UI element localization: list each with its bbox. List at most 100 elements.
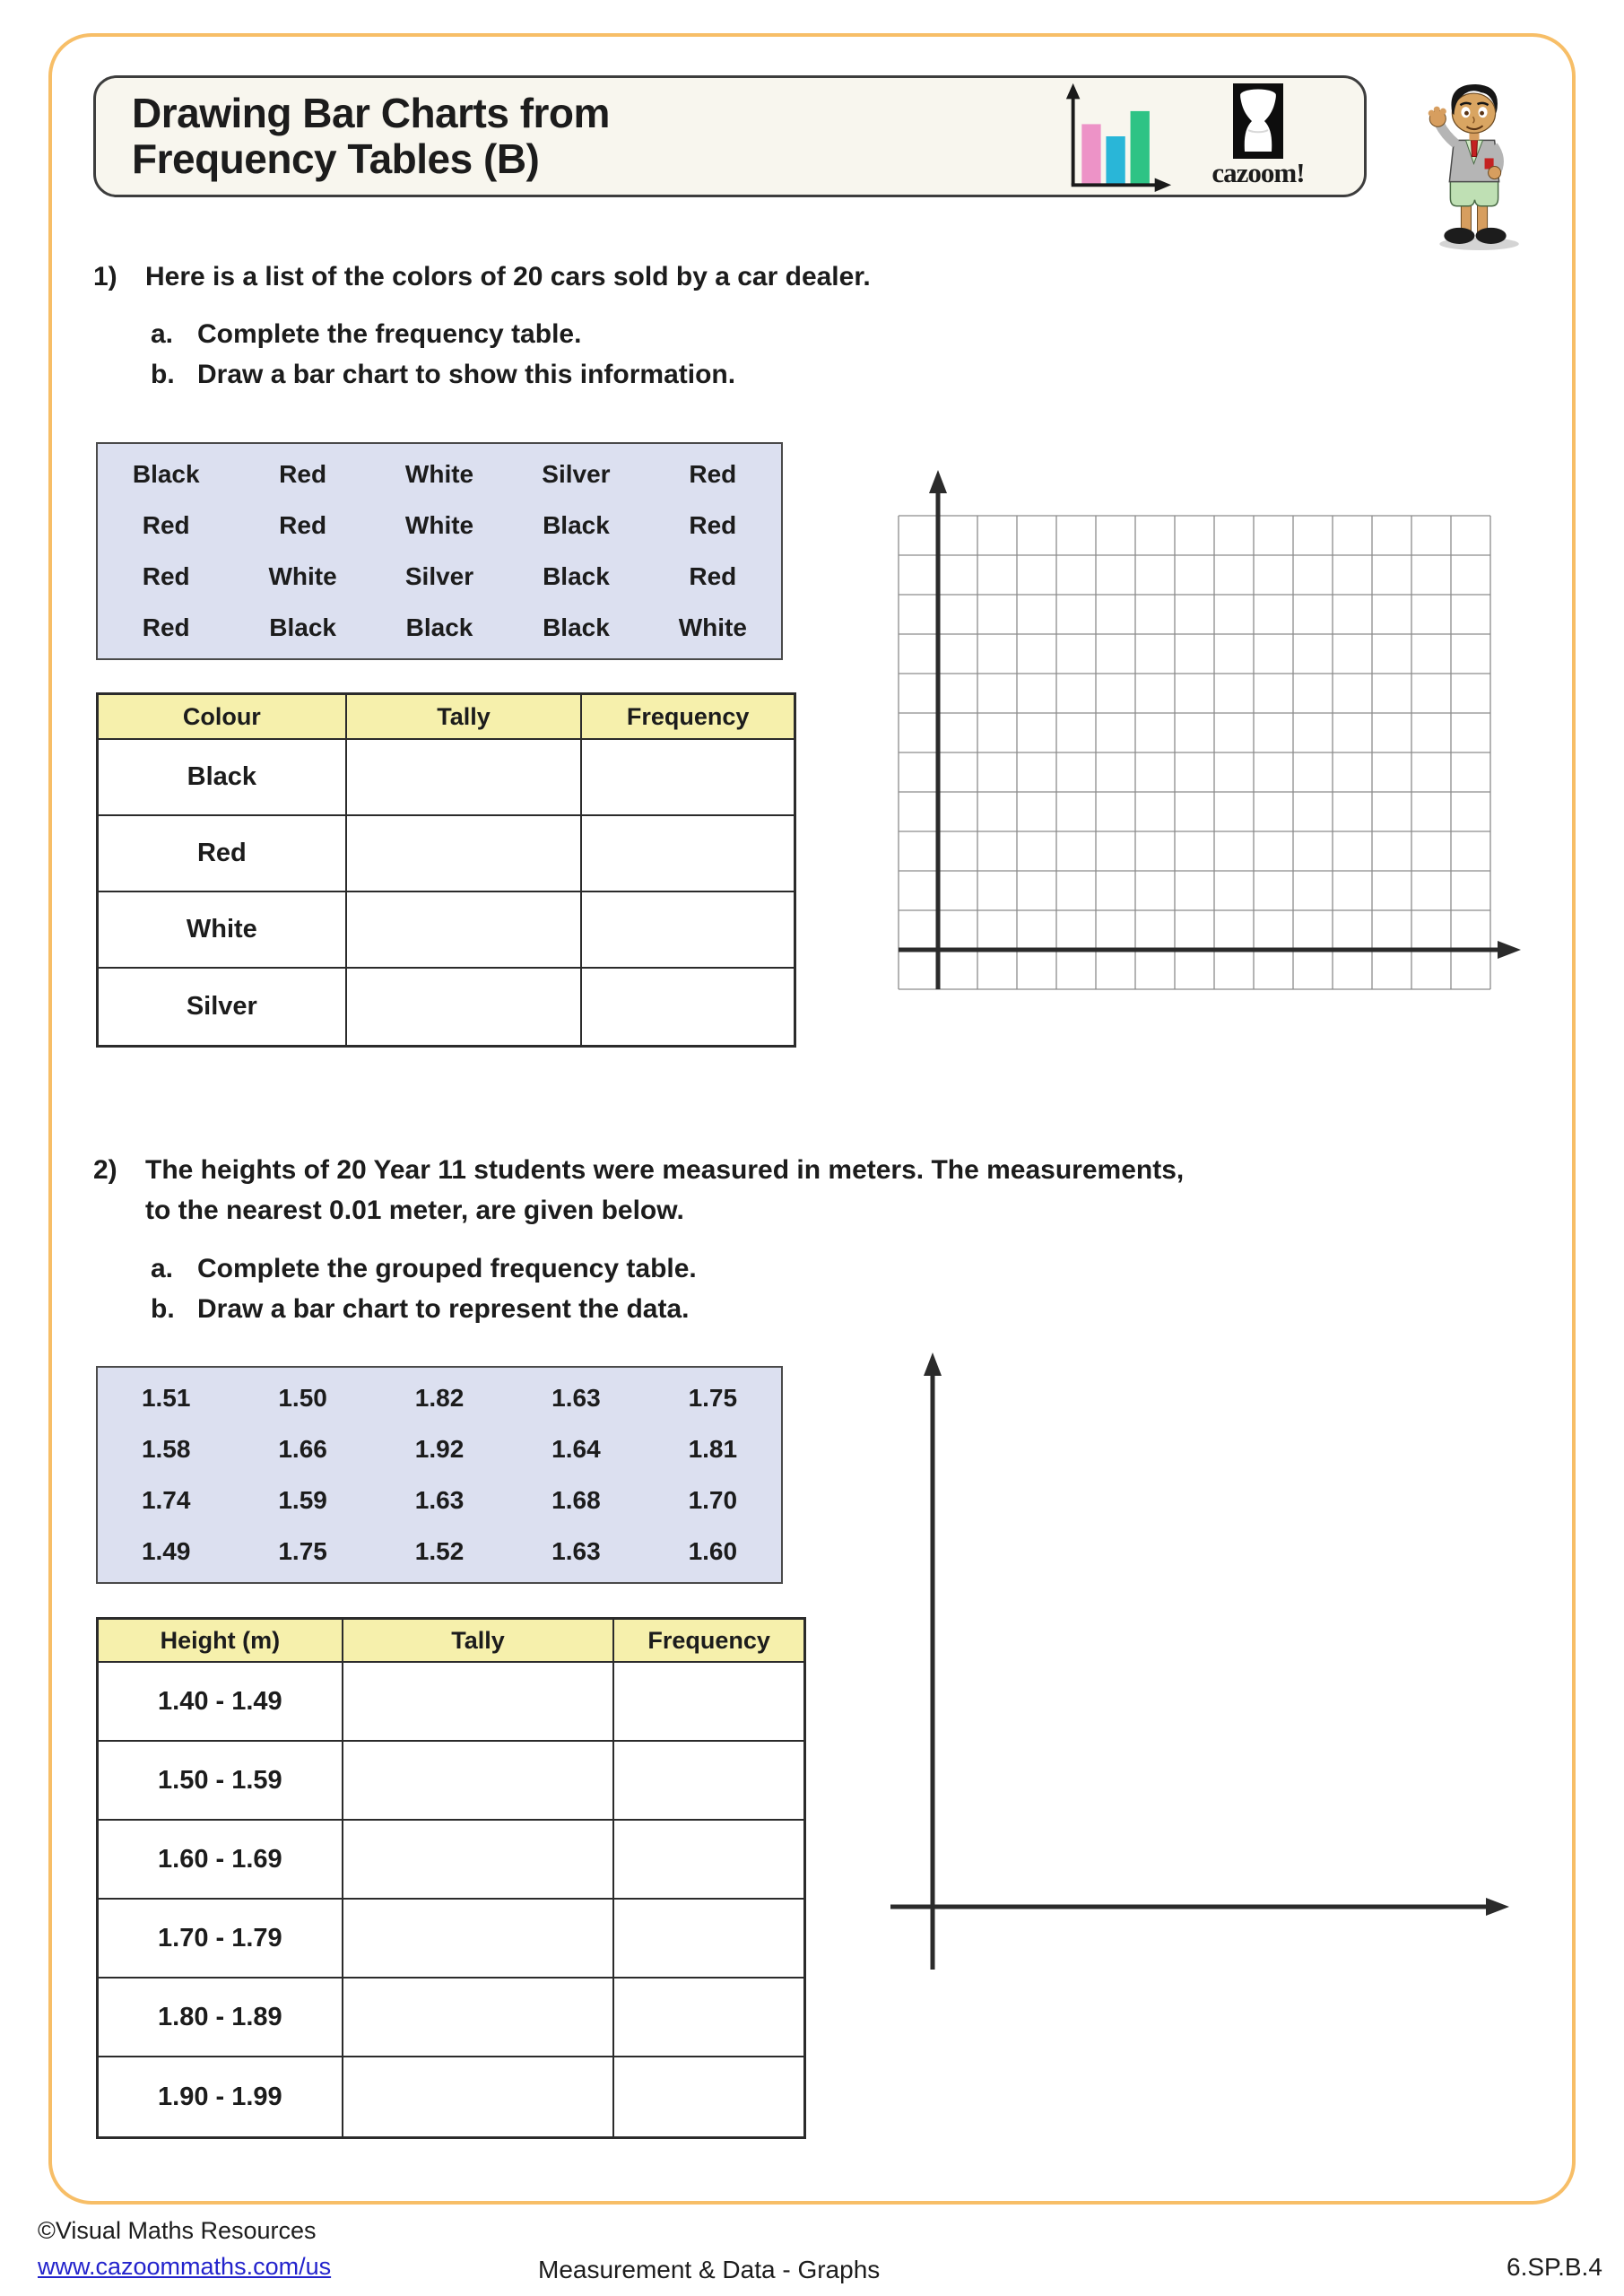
q2-data-cell: 1.50: [278, 1384, 327, 1413]
q1-category-silver: Silver: [99, 969, 347, 1045]
footer-copyright: ©Visual Maths Resources: [38, 2217, 317, 2244]
footer-website-link[interactable]: www.cazoommaths.com/us: [38, 2253, 332, 2280]
q1-data-row: Red Black Black Black White: [98, 613, 781, 642]
q1-data-cell: Silver: [404, 561, 474, 590]
q1-blank-chart-grid: [898, 470, 1521, 990]
q2-tally-cell: [343, 2057, 615, 2136]
q1-data-cell: Red: [279, 511, 327, 540]
q1-category-black: Black: [99, 740, 347, 816]
q2-part-b-text: Draw a bar chart to represent the data.: [197, 1294, 690, 1324]
q1-data-cell: Red: [689, 511, 737, 540]
q1-tally-cell-red: [346, 816, 583, 892]
q2-class-interval: 1.90 - 1.99: [99, 2057, 343, 2136]
q1-category-red: Red: [99, 816, 347, 892]
q2-data-cell: 1.81: [688, 1435, 738, 1464]
q2-prompt-row: 2) The heights of 20 Year 11 students we…: [93, 1155, 1184, 1186]
q2-data-cell: 1.63: [551, 1384, 601, 1413]
q1-data-cell: Red: [142, 511, 190, 540]
q1-data-cell: Red: [142, 561, 190, 590]
q2-data-box: 1.51 1.50 1.82 1.63 1.75 1.58 1.66 1.92 1.64 1.8…: [96, 1366, 783, 1584]
q1-data-cell: Black: [543, 511, 610, 540]
q1-data-cell: White: [404, 460, 474, 489]
q2-tally-cell: [343, 1979, 615, 2057]
q2-tally-cell: [343, 1663, 615, 1742]
q1-tally-cell-black: [346, 740, 583, 816]
q1-part-a-row: a. Complete the frequency table.: [151, 319, 581, 350]
cazoom-logo: cazoom!: [1177, 83, 1339, 189]
q1-part-a-label: a.: [151, 319, 174, 349]
q2-part-a-label: a.: [151, 1254, 174, 1283]
q2-data-row: 1.49 1.75 1.52 1.63 1.60: [98, 1537, 781, 1566]
q2-data-cell: 1.74: [141, 1485, 191, 1514]
cazoom-logo-text: cazoom!: [1211, 157, 1305, 188]
worksheet-header: Drawing Bar Charts from Frequency Tables…: [93, 75, 1367, 197]
q1-data-cell: White: [404, 511, 474, 540]
q2-frequency-cell: [614, 1663, 803, 1742]
q2-part-a-row: a. Complete the grouped frequency table.: [151, 1254, 697, 1284]
q2-table-header-frequency: Frequency: [614, 1620, 803, 1663]
q2-number: 2): [93, 1155, 117, 1185]
q1-data-cell: Silver: [542, 460, 611, 489]
q1-data-row: Red White Silver Black Red: [98, 562, 781, 591]
q2-data-cell: 1.60: [688, 1536, 738, 1565]
q1-frequency-table: Colour Tally Frequency Black Red White S…: [96, 692, 796, 1048]
q2-data-cell: 1.49: [141, 1536, 191, 1565]
q2-part-b-row: b. Draw a bar chart to represent the dat…: [151, 1294, 690, 1325]
q1-table-header-tally: Tally: [346, 695, 583, 740]
q2-frequency-cell: [614, 2057, 803, 2136]
q2-class-interval: 1.50 - 1.59: [99, 1742, 343, 1821]
q1-frequency-cell-white: [582, 892, 794, 969]
q2-data-cell: 1.59: [278, 1485, 327, 1514]
q2-data-row: 1.51 1.50 1.82 1.63 1.75: [98, 1384, 781, 1413]
q1-part-b-row: b. Draw a bar chart to show this informa…: [151, 360, 735, 390]
q1-data-cell: Black: [543, 561, 610, 590]
q2-part-a-text: Complete the grouped frequency table.: [197, 1254, 697, 1283]
q2-tally-cell: [343, 1821, 615, 1900]
q1-part-b-label: b.: [151, 360, 175, 389]
q1-tally-cell-white: [346, 892, 583, 969]
q2-grouped-frequency-table: Height (m) Tally Frequency 1.40 - 1.49 1…: [96, 1617, 806, 2139]
q2-data-cell: 1.58: [141, 1435, 191, 1464]
q2-prompt-line1: The heights of 20 Year 11 students were …: [145, 1155, 1185, 1185]
q2-data-cell: 1.92: [414, 1435, 465, 1464]
q1-frequency-cell-red: [582, 816, 794, 892]
q1-number: 1): [93, 262, 117, 291]
footer-topic-label: Measurement & Data - Graphs: [538, 2256, 881, 2283]
bar-chart-icon: [1065, 83, 1172, 192]
q1-data-box: Black Red White Silver Red Red Red White Black R…: [96, 442, 783, 660]
q1-data-cell: Black: [269, 613, 336, 641]
q1-data-cell: Red: [279, 460, 327, 489]
q1-data-cell: Black: [405, 613, 473, 641]
q1-data-cell: Red: [689, 460, 737, 489]
q1-data-row: Red Red White Black Red: [98, 511, 781, 540]
page-title-line1: Drawing Bar Charts from: [132, 90, 610, 137]
q1-data-cell: Red: [142, 613, 190, 641]
q2-data-cell: 1.82: [414, 1384, 465, 1413]
q1-part-b-text: Draw a bar chart to show this informatio…: [197, 360, 736, 389]
q1-data-cell: Black: [543, 613, 610, 641]
page-title: Drawing Bar Charts from Frequency Tables…: [132, 91, 610, 181]
q2-prompt-line2: to the nearest 0.01 meter, are given bel…: [145, 1196, 684, 1225]
q2-class-interval: 1.40 - 1.49: [99, 1663, 343, 1742]
q2-data-cell: 1.70: [688, 1485, 738, 1514]
schoolboy-mascot: [1428, 84, 1519, 250]
q1-data-cell: Black: [132, 460, 200, 489]
q2-class-interval: 1.80 - 1.89: [99, 1979, 343, 2057]
q2-data-cell: 1.52: [414, 1536, 465, 1565]
q2-blank-chart-axes: [890, 1352, 1509, 1970]
q1-tally-cell-silver: [347, 969, 583, 1045]
q1-prompt: Here is a list of the colors of 20 cars …: [145, 262, 871, 291]
q1-data-cell: White: [678, 613, 747, 641]
q2-data-cell: 1.64: [551, 1435, 601, 1464]
q2-data-cell: 1.66: [278, 1435, 327, 1464]
footer-standard-code: 6.SP.B.4: [1507, 2253, 1602, 2281]
q2-data-row: 1.74 1.59 1.63 1.68 1.70: [98, 1486, 781, 1515]
q2-data-cell: 1.63: [414, 1485, 465, 1514]
q2-table-header-height: Height (m): [99, 1620, 343, 1663]
q2-frequency-cell: [614, 1900, 803, 1979]
q2-table-header-tally: Tally: [343, 1620, 615, 1663]
q2-tally-cell: [343, 1900, 615, 1979]
q2-data-row: 1.58 1.66 1.92 1.64 1.81: [98, 1435, 781, 1464]
q1-table-header-colour: Colour: [99, 695, 347, 740]
